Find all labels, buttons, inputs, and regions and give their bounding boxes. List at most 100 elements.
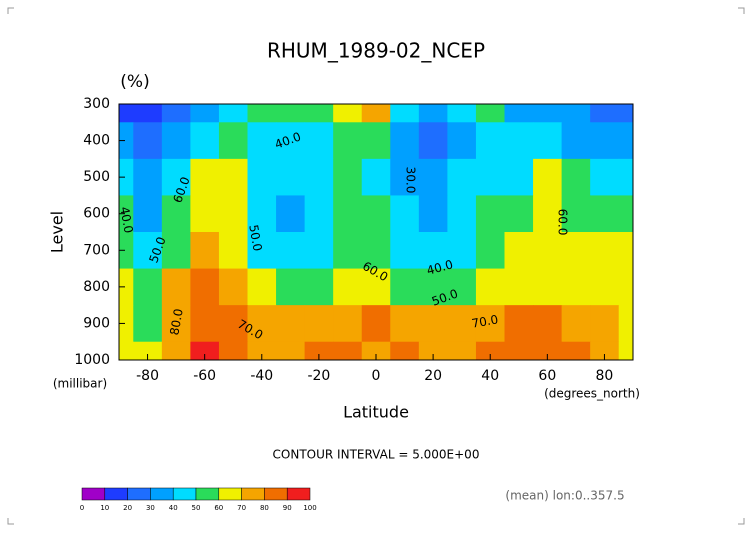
contour-cell [447,268,477,306]
contour-cell [119,158,134,196]
contour-cell [333,268,363,306]
chart-title: RHUM_1989-02_NCEP [267,39,485,63]
contour-cell [418,195,448,233]
contour-cell [504,268,534,306]
y-tick-label: 800 [83,279,110,295]
contour-cell [161,232,191,270]
contour-cell [618,232,633,270]
colorbar-label: 60 [214,504,223,512]
contour-cell [533,195,563,233]
contour-cell [561,341,591,360]
contour-cell [119,341,134,360]
contour-interval: CONTOUR INTERVAL = 5.000E+00 [273,448,480,462]
contour-cell [119,122,134,160]
contour-cell [161,268,191,306]
y-tick-label: 500 [83,169,110,185]
contour-cell [475,195,505,233]
contour-cell [533,232,563,270]
contour-cell [475,122,505,160]
contour-cell [475,268,505,306]
contour-cell [218,158,248,196]
contour-cell [218,232,248,270]
contour-cell [590,232,620,270]
contour-cell [418,122,448,160]
y-tick-label: 700 [83,242,110,258]
contour-cell [475,104,505,123]
contour-cell [590,341,620,360]
contour-cell [119,305,134,343]
x-tick-label: 40 [481,368,499,384]
contour-cell [390,268,420,306]
x-tick-label: 20 [424,368,442,384]
contour-cell [618,104,633,123]
contour-cell [133,305,163,343]
contour-cell [618,268,633,306]
contour-cell [333,341,363,360]
contour-cell [333,104,363,123]
contour-cell [304,104,334,123]
contour-cell [447,232,477,270]
colorbar-swatch [172,487,197,501]
contour-cell [276,341,306,360]
contour-label: 40.0 [117,206,135,235]
contour-cell [276,268,306,306]
contour-cell [361,305,391,343]
contour-cell [475,305,505,343]
y-tick-label: 300 [83,96,110,112]
colorbar-swatch [104,487,128,501]
contour-cell [247,122,277,160]
contour-cell [618,158,633,196]
contour-cell [276,305,306,343]
contour-cell [618,122,633,160]
x-tick-label: 0 [372,368,381,384]
contour-cell [247,305,277,343]
colorbar-swatch [150,487,174,501]
contour-cell [533,268,563,306]
contour-cell [133,341,163,360]
contour-cell [218,268,248,306]
contour-label: 40.0 [425,257,454,277]
contour-cell [161,122,191,160]
contour-cell [276,232,306,270]
colorbar-swatch [81,487,106,501]
contour-cell [447,195,477,233]
contour-cell [390,104,420,123]
colorbar-swatch [127,487,151,501]
contour-cell [133,104,163,123]
contour-cell [590,305,620,343]
contour-cell [304,341,334,360]
contour-cell [504,195,534,233]
contour-cell [561,305,591,343]
footnote: (mean) lon:0..357.5 [505,489,624,503]
x-unit: (degrees_north) [544,387,640,401]
contour-cell [361,341,391,360]
colorbar-label: 40 [169,504,178,512]
colorbar-swatch [195,487,220,501]
contour-cell [475,232,505,270]
contour-cell [304,158,334,196]
y-tick-label: 1000 [74,352,110,368]
contour-cell [504,158,534,196]
contour-cell [504,232,534,270]
contour-cell [418,268,448,306]
contour-cell [447,158,477,196]
colorbar-label: 30 [146,504,155,512]
x-tick-label: 80 [596,368,614,384]
contour-cell [447,341,477,360]
contour-cell [190,158,220,196]
contour-cell [276,195,306,233]
contour-cell [361,122,391,160]
contour-cell [390,341,420,360]
y-axis-label: Level [48,211,67,253]
contour-cell [218,305,248,343]
contour-cell [590,268,620,306]
contour-cell [390,232,420,270]
contour-cell [390,122,420,160]
contour-cell [361,268,391,306]
contour-cell [533,341,563,360]
contour-cell [504,341,534,360]
contour-cell [119,195,134,233]
contour-cell [533,158,563,196]
contour-cell [590,122,620,160]
